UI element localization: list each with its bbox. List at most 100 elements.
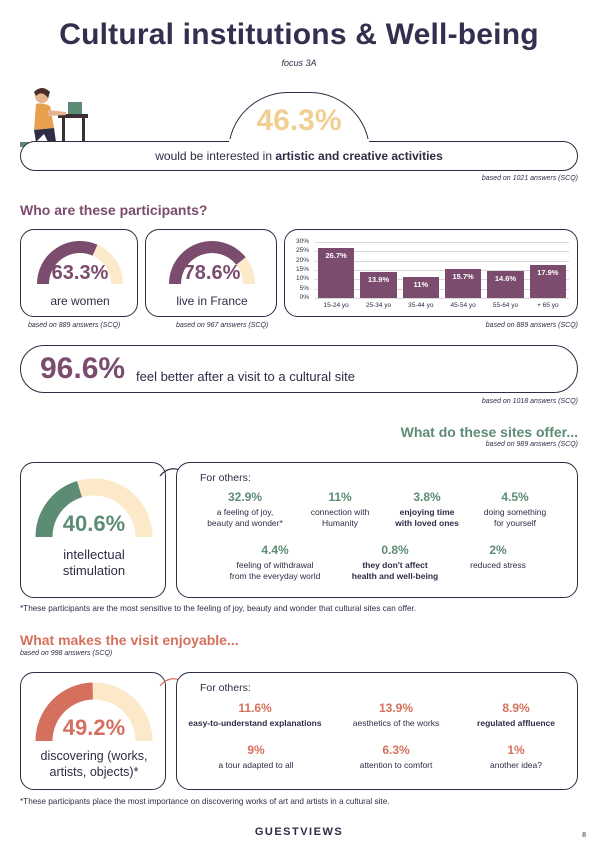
enjoyable-gauge <box>35 682 153 742</box>
offer-main-card: 40.6% intellectual stimulation <box>20 462 166 598</box>
age-chart-card: 30% 25% 20% 15% 10% 5% 0% 26.7% 15-24 yo 13.9% 25-… <box>284 229 578 317</box>
offer-item-line2: for yourself <box>493 518 537 528</box>
offer-item-value: 32.9% <box>227 490 263 504</box>
participants-heading: Who are these participants? <box>20 202 208 218</box>
enjoyable-item-value: 8.9% <box>502 701 530 715</box>
enjoyable-others-label: For others: <box>200 682 251 694</box>
enjoyable-heading: What makes the visit enjoyable... <box>20 632 239 648</box>
offer-main-label-2: stimulation <box>62 563 126 578</box>
offer-item-line1: doing something <box>483 507 547 517</box>
enjoyable-main-label-1: discovering (works, <box>40 749 148 763</box>
offer-item-line1: connection with <box>310 507 370 517</box>
hero-text-prefix: would be interested in <box>155 149 276 163</box>
france-label: live in France <box>176 294 248 308</box>
women-gauge <box>37 241 123 285</box>
offer-item-line1: reduced stress <box>470 560 526 570</box>
women-card: 63.3% are women <box>20 229 138 317</box>
enjoyable-item: 6.3% attention to comfort <box>336 743 456 771</box>
offer-item-line2: Humanity <box>322 518 358 528</box>
offer-item-line1: a feeling of joy, <box>216 507 274 517</box>
chart-y-tick: 0% <box>299 294 309 301</box>
offer-footnote: *These participants are the most sensiti… <box>20 604 417 613</box>
page-number: 8 <box>582 832 586 839</box>
enjoyable-footnote: *These participants place the most impor… <box>20 797 390 806</box>
feel-better-text: feel better after a visit to a cultural … <box>136 369 355 384</box>
enjoyable-item-text: a tour adapted to all <box>218 760 294 770</box>
offer-item-line2: from the everyday world <box>229 571 321 581</box>
enjoyable-main-label-2: artists, objects)* <box>49 765 139 779</box>
france-gauge <box>169 241 255 285</box>
enjoyable-item-value: 1% <box>507 743 525 757</box>
offer-item: 4.4% feeling of withdrawal from the ever… <box>217 543 333 582</box>
enjoyable-source: based on 998 answers (SCQ) <box>20 650 113 657</box>
chart-y-tick: 10% <box>295 275 309 283</box>
chart-x-label: 15-24 yo <box>323 302 349 309</box>
offer-heading: What do these sites offer... <box>400 424 578 440</box>
offer-item: 32.9% a feeling of joy, beauty and wonde… <box>195 490 295 529</box>
offer-source: based on 989 answers (SCQ) <box>485 441 578 448</box>
hero-dome-cover <box>229 139 369 145</box>
enjoyable-item: 13.9% aesthetics of the works <box>336 702 456 729</box>
feel-better-banner <box>20 345 578 393</box>
offer-item: 0.8% they don't affect health and well-b… <box>337 544 453 582</box>
enjoyable-main-card: 49.2% discovering (works, artists, objec… <box>20 672 166 790</box>
enjoyable-item-value: 9% <box>247 743 265 757</box>
women-source: based on 889 answers (SCQ) <box>28 322 121 329</box>
age-chart: 30% 25% 20% 15% 10% 5% 0% 26.7% 15-24 yo 13.9% 25-… <box>285 230 579 318</box>
chart-x-label: 25-34 yo <box>365 302 392 309</box>
offer-item: 2% reduced stress <box>448 544 548 571</box>
feel-better-source: based on 1018 answers (SCQ) <box>481 398 578 405</box>
women-value: 63.3% <box>51 262 109 284</box>
chart-y-tick: 20% <box>295 256 309 264</box>
offer-others-label: For others: <box>200 472 251 484</box>
chart-bar: 11% <box>402 277 439 298</box>
enjoyable-main-value: 49.2% <box>62 715 126 740</box>
enjoyable-item-value: 6.3% <box>382 743 410 757</box>
enjoyable-item-value: 11.6% <box>238 701 272 715</box>
page-title: Cultural institutions & Well-being <box>59 18 539 51</box>
offer-main-value: 40.6% <box>62 511 126 536</box>
chart-y-tick: 30% <box>295 238 309 245</box>
hero-value: 46.3% <box>256 104 342 137</box>
chart-x-label: + 65 yo <box>537 302 559 309</box>
hero-text-bold: artistic and creative activities <box>275 149 443 163</box>
offer-item-line1: feeling of withdrawal <box>236 560 314 570</box>
offer-gauge <box>35 478 153 538</box>
chart-x-label: 55-64 yo <box>492 302 519 309</box>
offer-item: 4.5% doing something for yourself <box>465 490 565 529</box>
offer-item-line2: with loved ones <box>395 518 459 528</box>
enjoyable-item-text: easy-to-understand explanations <box>188 718 322 728</box>
offer-item-line2: health and well-being <box>351 571 439 581</box>
page-subtitle: focus 3A <box>281 58 317 68</box>
chart-gridline <box>315 242 569 243</box>
offer-item-value: 4.4% <box>261 543 289 557</box>
enjoyable-item: 8.9% regulated affluence <box>460 701 572 729</box>
offer-item: 11% connection with Humanity <box>290 491 390 529</box>
offer-item-line2: beauty and wonder* <box>207 518 283 528</box>
chart-gridline <box>315 270 569 271</box>
chart-gridline <box>315 298 569 299</box>
chart-gridline <box>315 288 569 290</box>
chart-bar: 26.7% <box>318 248 355 298</box>
enjoyable-item-text: another idea? <box>490 760 542 770</box>
hero-source: based on 1021 answers (SCQ) <box>481 175 578 182</box>
enjoyable-item-text: attention to comfort <box>359 760 433 770</box>
france-source: based on 967 answers (SCQ) <box>176 322 269 329</box>
enjoyable-item-text: regulated affluence <box>477 718 555 728</box>
enjoyable-others-card <box>176 672 578 790</box>
hero-text: would be interested in artistic and crea… <box>20 149 578 163</box>
offer-main-label-1: intellectual <box>63 547 125 562</box>
feel-better-value: 96.6% <box>40 352 126 385</box>
enjoyable-item-text: aesthetics of the works <box>352 718 440 728</box>
chart-x-label: 35-44 yo <box>408 302 434 309</box>
france-card: 78.6% live in France <box>145 229 277 317</box>
chart-gridline <box>315 251 569 253</box>
chart-bar: 14.6% <box>487 270 524 298</box>
offer-item: 3.8% enjoying time with loved ones <box>377 491 477 529</box>
chart-bar: 15.7% <box>445 268 482 298</box>
offer-item-value: 4.5% <box>501 490 529 504</box>
chart-y-tick: 25% <box>295 247 309 255</box>
enjoyable-item: 11.6% easy-to-understand explanations <box>180 701 330 729</box>
chart-bar: 17.9% <box>529 264 566 298</box>
offer-item-line1: they don't affect <box>362 560 428 570</box>
